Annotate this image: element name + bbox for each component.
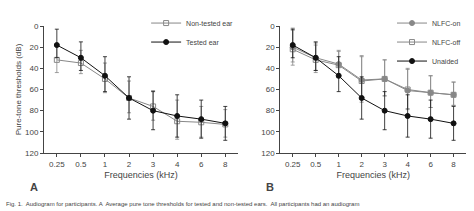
svg-text:4: 4 [405, 160, 410, 169]
svg-text:Frequencies (kHz): Frequencies (kHz) [336, 170, 410, 180]
svg-text:0.25: 0.25 [49, 160, 65, 169]
svg-text:Frequencies (kHz): Frequencies (kHz) [104, 170, 178, 180]
svg-text:2: 2 [127, 160, 132, 169]
svg-text:Fig. 1. Audiogram for partici: Fig. 1. Audiogram for participants. A Av… [6, 201, 359, 207]
svg-text:NLFC-on: NLFC-on [432, 20, 461, 27]
svg-text:3: 3 [382, 160, 387, 169]
svg-text:20: 20 [29, 43, 38, 52]
svg-text:20: 20 [266, 43, 275, 52]
svg-text:4: 4 [175, 160, 180, 169]
svg-text:0.5: 0.5 [75, 160, 87, 169]
svg-text:1: 1 [103, 160, 108, 169]
svg-text:A: A [30, 181, 38, 193]
svg-text:1: 1 [336, 160, 341, 169]
svg-text:6: 6 [199, 160, 204, 169]
svg-text:0: 0 [270, 22, 275, 31]
svg-text:40: 40 [29, 64, 38, 73]
svg-text:0.5: 0.5 [310, 160, 322, 169]
svg-text:120: 120 [261, 149, 275, 158]
svg-text:2: 2 [359, 160, 364, 169]
svg-text:40: 40 [266, 64, 275, 73]
svg-text:6: 6 [428, 160, 433, 169]
svg-text:NLFC-off: NLFC-off [432, 39, 460, 46]
svg-text:Non-tested ear: Non-tested ear [186, 20, 233, 27]
svg-text:60: 60 [29, 85, 38, 94]
svg-text:80: 80 [266, 106, 275, 115]
svg-text:3: 3 [151, 160, 156, 169]
svg-text:0.25: 0.25 [285, 160, 301, 169]
svg-text:120: 120 [25, 149, 39, 158]
svg-text:Unaided: Unaided [432, 58, 458, 65]
svg-text:80: 80 [29, 106, 38, 115]
svg-text:100: 100 [261, 128, 275, 137]
svg-text:Tested ear: Tested ear [186, 39, 219, 46]
svg-text:B: B [266, 181, 274, 193]
svg-text:8: 8 [223, 160, 228, 169]
svg-text:100: 100 [25, 128, 39, 137]
svg-text:8: 8 [451, 160, 456, 169]
svg-text:60: 60 [266, 85, 275, 94]
svg-text:Pure-tone thresholds (dB): Pure-tone thresholds (dB) [14, 43, 23, 135]
svg-text:0: 0 [34, 22, 39, 31]
